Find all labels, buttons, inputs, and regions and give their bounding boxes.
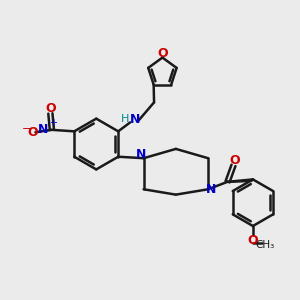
Text: H: H (121, 114, 129, 124)
Text: N: N (38, 123, 48, 136)
Text: −: − (22, 124, 31, 134)
Text: O: O (45, 102, 56, 116)
Text: O: O (248, 233, 258, 247)
Text: CH₃: CH₃ (256, 239, 275, 250)
Text: O: O (157, 46, 168, 60)
Text: +: + (49, 118, 57, 128)
Text: N: N (130, 113, 140, 126)
Text: O: O (27, 126, 38, 139)
Text: N: N (136, 148, 146, 161)
Text: N: N (206, 183, 216, 196)
Text: O: O (230, 154, 240, 167)
